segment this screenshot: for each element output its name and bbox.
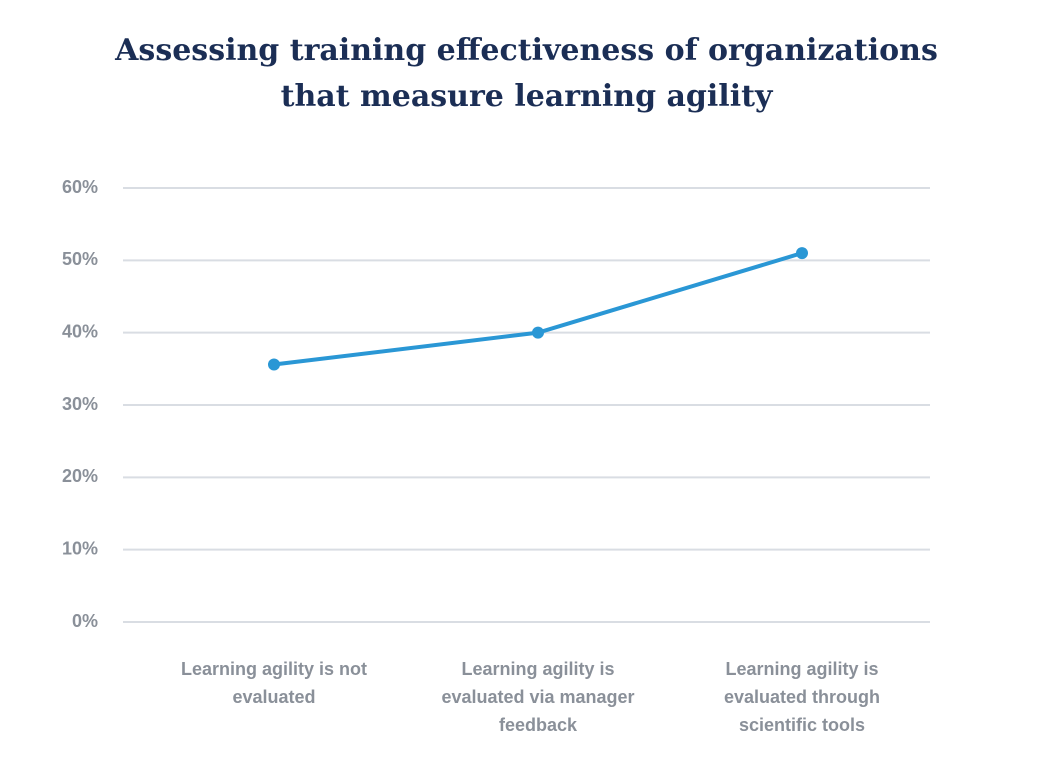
point — [796, 247, 808, 260]
y-tick-label: 0% — [72, 611, 98, 631]
x-tick-label: Learning agility is evaluated through sc… — [723, 659, 880, 735]
point — [268, 358, 280, 371]
y-tick-label: 10% — [62, 538, 98, 558]
y-tick-label: 50% — [62, 249, 98, 269]
y-tick-label: 40% — [62, 321, 98, 341]
point — [532, 326, 544, 339]
y-tick-label: 30% — [62, 394, 98, 414]
x-tick-label: Learning agility is not evaluated — [180, 659, 368, 707]
y-tick-label: 20% — [62, 466, 98, 486]
x-tick-label: Learning agility is evaluated via manage… — [441, 659, 635, 735]
y-tick-label: 60% — [62, 177, 98, 197]
line — [273, 251, 803, 367]
chart-title: Assessing training effectiveness of orga… — [115, 33, 938, 114]
